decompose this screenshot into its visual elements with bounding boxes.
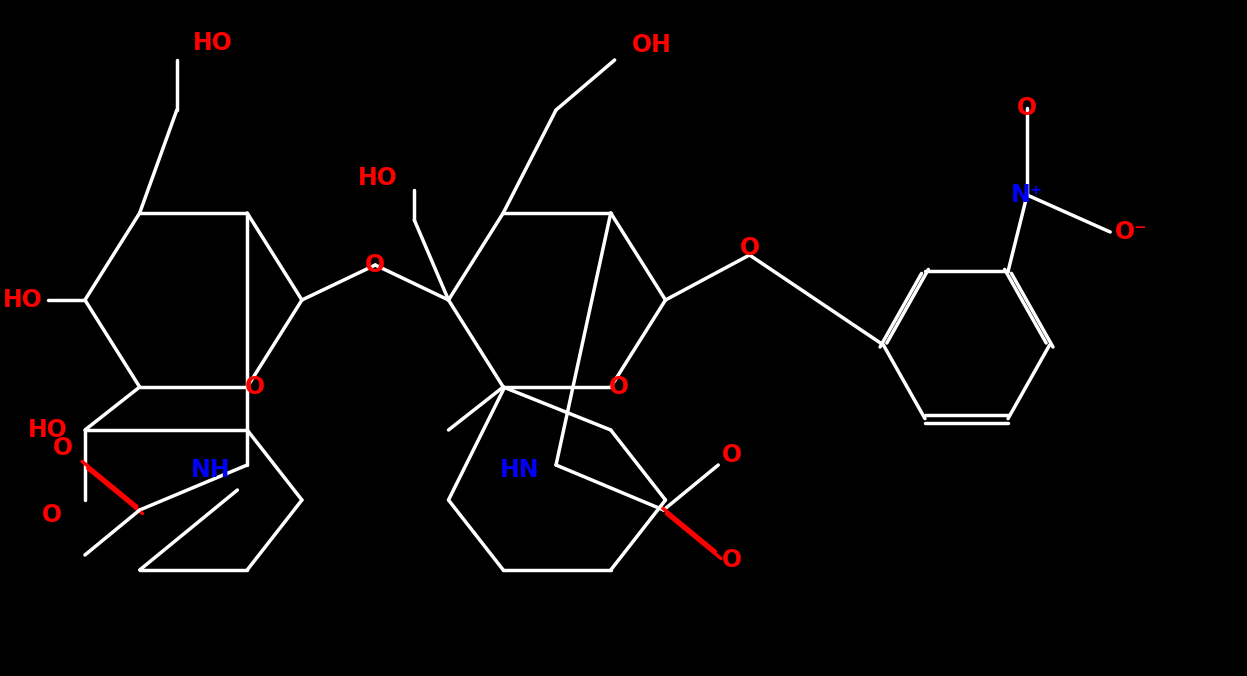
Text: OH: OH [632,33,672,57]
Text: O⁻: O⁻ [1115,220,1147,244]
Text: O: O [42,503,62,527]
Text: O: O [244,375,266,399]
Text: N⁺: N⁺ [1011,183,1044,207]
Text: HO: HO [2,288,42,312]
Text: HO: HO [192,31,232,55]
Text: O: O [365,253,385,277]
Text: HO: HO [358,166,398,190]
Text: O: O [722,443,742,467]
Text: HN: HN [500,458,540,482]
Text: O: O [609,375,628,399]
Text: HO: HO [27,418,67,442]
Text: NH: NH [191,458,231,482]
Text: O: O [1018,96,1038,120]
Text: O: O [722,548,742,572]
Text: O: O [52,436,72,460]
Text: O: O [739,236,759,260]
